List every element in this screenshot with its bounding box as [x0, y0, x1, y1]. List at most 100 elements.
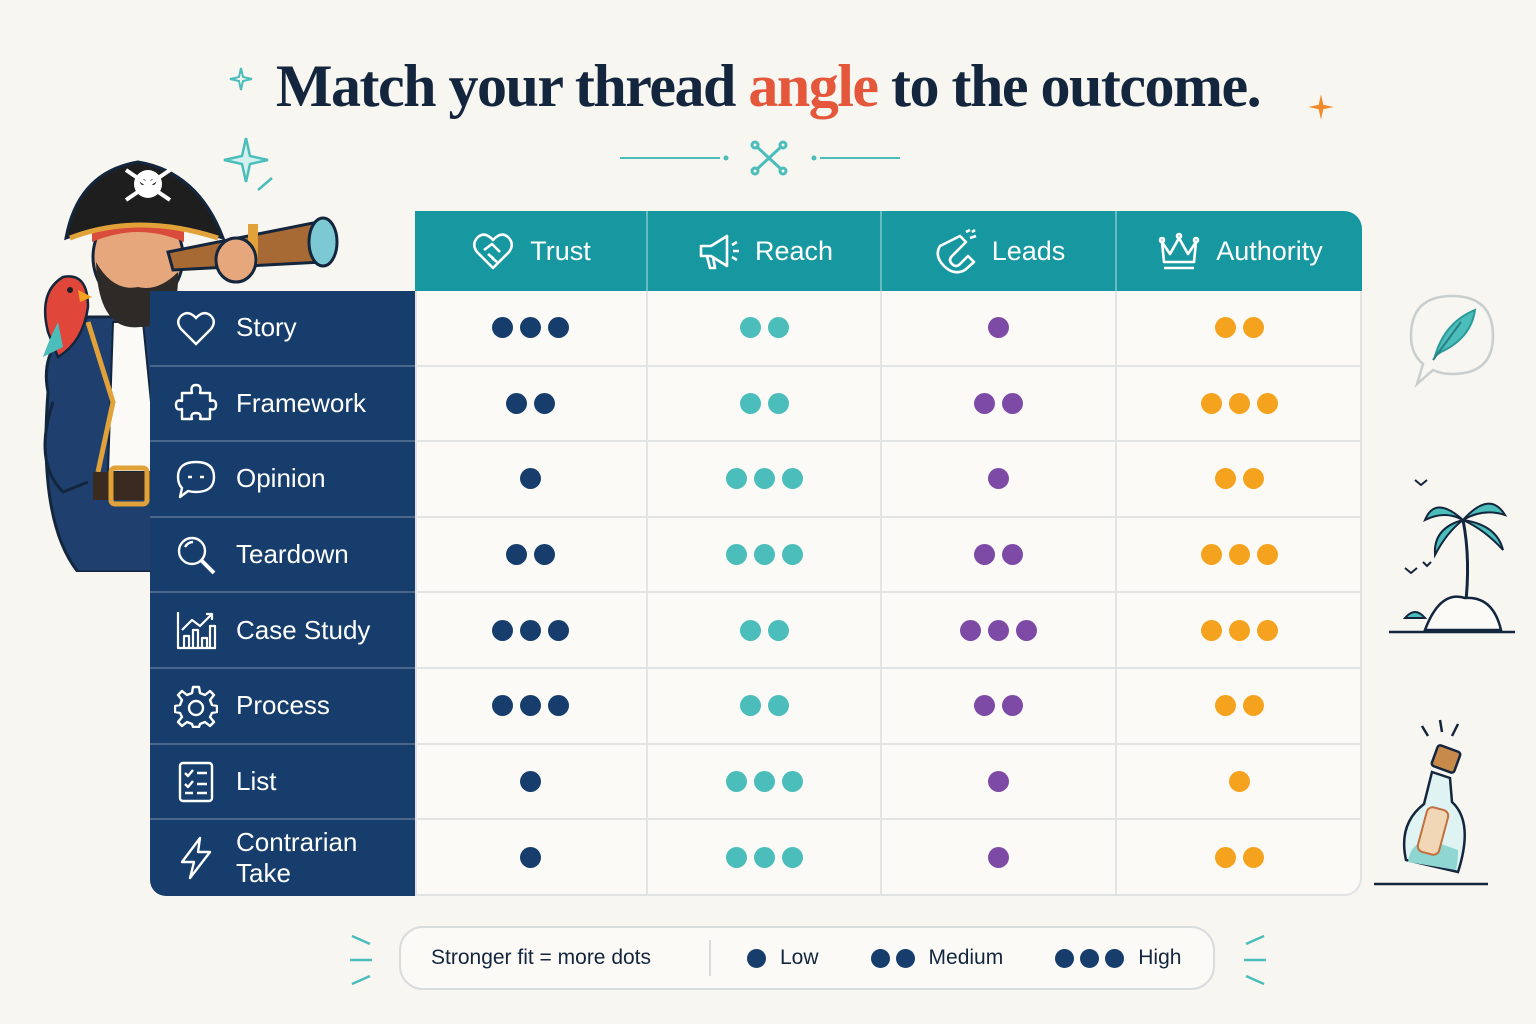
- row-label: List: [236, 765, 277, 796]
- score-dot: [988, 317, 1009, 339]
- row-header-story: Story: [150, 291, 415, 367]
- crown-icon: [1158, 232, 1200, 270]
- score-dot: [548, 619, 569, 641]
- score-dot: [988, 770, 1009, 792]
- legend-spark-left: [350, 934, 372, 986]
- score-dot: [1257, 392, 1278, 414]
- score-dot: [974, 544, 995, 566]
- page-title: Match your thread angle to the outcome.: [0, 52, 1536, 121]
- score-dot: [781, 468, 803, 490]
- score-dot: [739, 317, 761, 339]
- score-dot: [520, 770, 541, 792]
- score-dot: [1229, 544, 1250, 566]
- score-dot: [1257, 619, 1278, 641]
- score-dot: [767, 392, 789, 414]
- sparkle-icon: [1308, 94, 1334, 120]
- matrix-row: [415, 593, 1362, 669]
- score-dot: [1002, 544, 1023, 566]
- legend-lead: Stronger fit = more dots: [401, 940, 711, 976]
- score-dot: [1229, 392, 1250, 414]
- angle-outcome-matrix: Trust Reach Leads Authority Story Framew…: [150, 211, 1362, 896]
- column-label: Authority: [1216, 235, 1323, 266]
- score-cell: [1117, 745, 1362, 819]
- score-dot: [988, 847, 1009, 869]
- score-dot: [1002, 392, 1023, 414]
- score-dot: [781, 847, 803, 869]
- score-dot: [988, 468, 1009, 490]
- legend-low-label: Low: [780, 946, 819, 969]
- magnet-icon: [936, 228, 977, 274]
- legend-medium-label: Medium: [928, 946, 1004, 969]
- heart-handshake-icon: [473, 233, 514, 270]
- score-cell: [1117, 669, 1362, 743]
- score-dot: [767, 695, 789, 717]
- row-label: Process: [236, 690, 330, 721]
- score-dot: [520, 468, 541, 490]
- row-header-framework: Framework: [150, 367, 415, 443]
- score-dot: [753, 847, 775, 869]
- legend-low-dots: [747, 948, 766, 968]
- legend-low: Low: [747, 946, 819, 970]
- score-dot: [974, 392, 995, 414]
- score-dot: [1002, 695, 1023, 717]
- score-dot: [1201, 619, 1222, 641]
- puzzle-icon: [174, 384, 218, 421]
- score-dot: [739, 392, 761, 414]
- score-dot: [988, 619, 1009, 641]
- growth-chart-icon: [176, 612, 217, 650]
- row-header-teardown: Teardown: [150, 518, 415, 594]
- legend-medium: Medium: [870, 946, 1004, 970]
- score-dot: [781, 770, 803, 792]
- row-header-opinion: Opinion: [150, 442, 415, 518]
- score-cell: [648, 366, 882, 441]
- score-cell: [1117, 367, 1362, 441]
- score-dot: [753, 770, 775, 792]
- title-accent: angle: [748, 53, 879, 119]
- score-dot: [1229, 770, 1250, 792]
- lightning-icon: [180, 836, 212, 880]
- score-cell: [1117, 593, 1362, 667]
- score-cell: [882, 291, 1117, 365]
- score-dot: [739, 695, 761, 717]
- score-dot: [767, 619, 789, 641]
- score-cell: [1117, 442, 1362, 516]
- matrix-row: [415, 744, 1362, 821]
- score-cell: [415, 366, 648, 441]
- score-cell: [882, 669, 1117, 743]
- score-dot: [492, 317, 513, 339]
- score-dot: [1215, 317, 1236, 339]
- score-cell: [415, 820, 648, 896]
- score-dot: [725, 544, 747, 566]
- score-dot: [520, 619, 541, 641]
- score-dot: [960, 619, 981, 641]
- speech-bubble-icon: [176, 460, 216, 499]
- score-dot: [492, 619, 513, 641]
- legend-medium-dots: [870, 948, 915, 968]
- score-dot: [548, 695, 569, 717]
- score-dot: [492, 695, 513, 717]
- score-cell: [648, 291, 882, 365]
- score-cell: [415, 669, 648, 743]
- score-dot: [1243, 847, 1264, 869]
- row-label: Contrarian Take: [236, 826, 358, 888]
- score-cell: [648, 744, 882, 819]
- column-label: Leads: [991, 235, 1066, 266]
- feather-bubble-icon: [1409, 294, 1495, 388]
- title-after: to the outcome.: [877, 53, 1262, 119]
- score-cell: [882, 744, 1117, 819]
- score-cell: [648, 820, 882, 896]
- score-cell: [1117, 291, 1362, 365]
- matrix-row: [415, 669, 1362, 745]
- title-before: Match your thread: [275, 53, 749, 119]
- sparkle-icon: [229, 67, 253, 91]
- sparkle-icon: [223, 137, 273, 191]
- score-dot: [1229, 619, 1250, 641]
- score-cell: [415, 291, 648, 365]
- palm-island-icon: [1389, 479, 1515, 634]
- legend: Stronger fit = more dots Low Medium High: [399, 926, 1215, 990]
- score-dot: [753, 468, 775, 490]
- score-dot: [725, 847, 747, 869]
- column-label: Trust: [530, 235, 591, 266]
- column-header-trust: Trust: [415, 211, 648, 291]
- row-label: Opinion: [236, 463, 326, 494]
